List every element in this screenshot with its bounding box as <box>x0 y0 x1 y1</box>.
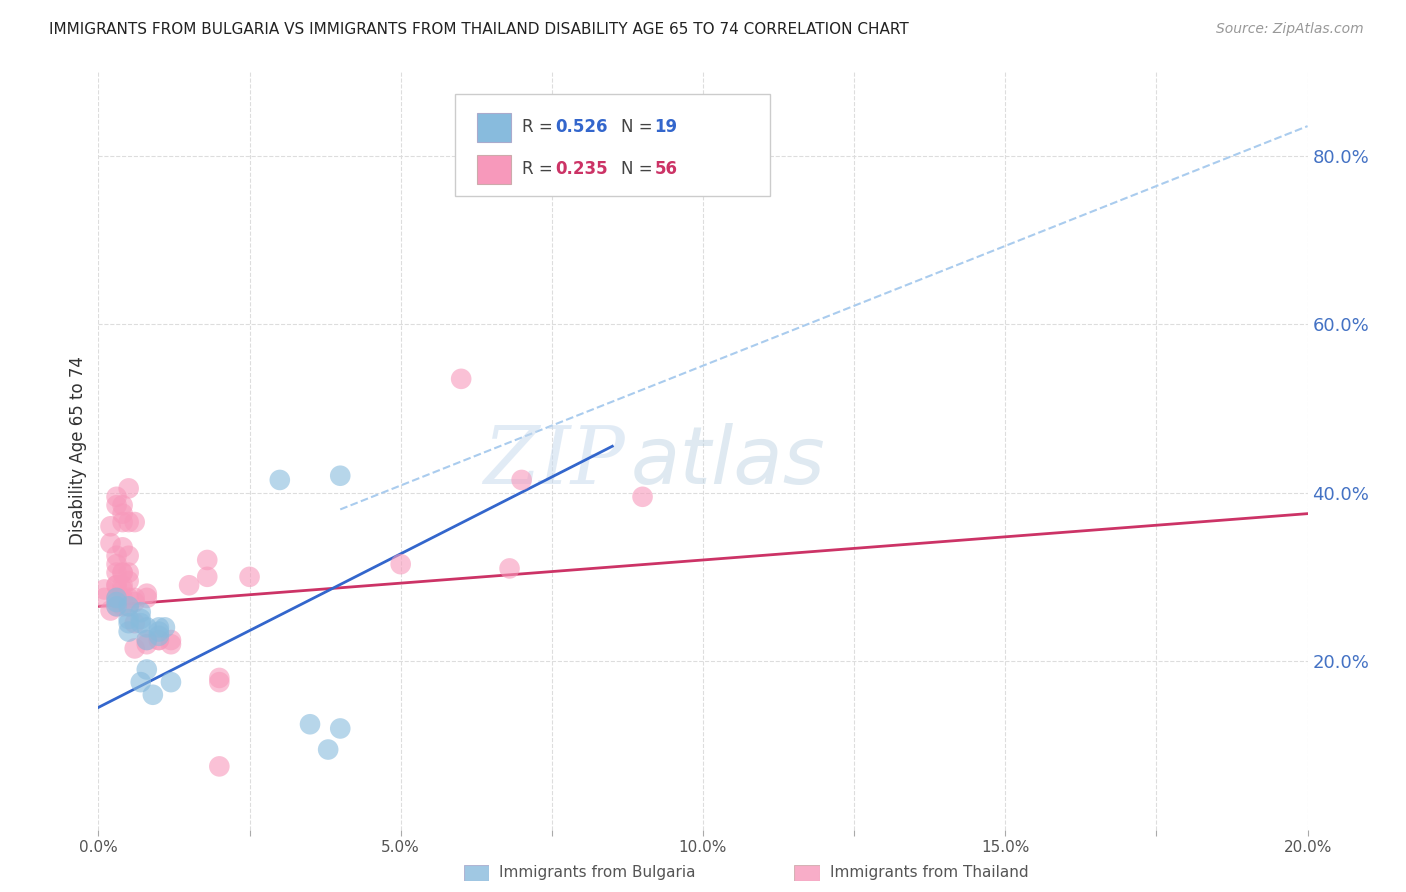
Text: R =: R = <box>522 161 558 178</box>
Point <box>124 595 146 609</box>
Y-axis label: Disability Age 65 to 74: Disability Age 65 to 74 <box>69 356 87 545</box>
Point <box>299 717 322 731</box>
Text: N =: N = <box>621 161 658 178</box>
Text: ZIP: ZIP <box>482 423 624 500</box>
Point <box>105 498 128 512</box>
Point <box>135 663 157 677</box>
Point <box>208 759 231 773</box>
Point <box>160 633 183 648</box>
Point <box>631 490 654 504</box>
Point <box>111 515 134 529</box>
FancyBboxPatch shape <box>456 95 769 196</box>
Text: 56: 56 <box>655 161 678 178</box>
Point <box>111 599 134 614</box>
Point <box>316 742 339 756</box>
Point <box>111 591 134 605</box>
Point <box>118 482 141 496</box>
Point <box>105 557 128 572</box>
Point <box>179 578 201 592</box>
Point <box>135 620 157 634</box>
Point <box>118 612 141 626</box>
Point <box>124 515 146 529</box>
Point <box>118 624 141 639</box>
Point <box>129 616 152 631</box>
Point <box>239 570 262 584</box>
Point <box>195 553 218 567</box>
Text: N =: N = <box>621 119 658 136</box>
Point <box>111 582 134 597</box>
Text: 19: 19 <box>655 119 678 136</box>
Point <box>124 591 146 605</box>
Point <box>111 566 134 580</box>
Text: IMMIGRANTS FROM BULGARIA VS IMMIGRANTS FROM THAILAND DISABILITY AGE 65 TO 74 COR: IMMIGRANTS FROM BULGARIA VS IMMIGRANTS F… <box>49 22 908 37</box>
Point <box>124 641 146 656</box>
Point <box>135 587 157 601</box>
Point <box>160 637 183 651</box>
Point <box>118 574 141 588</box>
Point <box>148 633 170 648</box>
Point <box>329 468 352 483</box>
Point <box>208 675 231 690</box>
Point <box>153 620 176 634</box>
Point <box>160 675 183 690</box>
Point <box>129 605 152 619</box>
Point <box>195 570 218 584</box>
Text: Source: ZipAtlas.com: Source: ZipAtlas.com <box>1216 22 1364 37</box>
Point <box>105 578 128 592</box>
Text: 0.235: 0.235 <box>555 161 609 178</box>
Point <box>148 624 170 639</box>
Point <box>129 675 152 690</box>
Text: 0.526: 0.526 <box>555 119 607 136</box>
Point <box>148 629 170 643</box>
Text: R =: R = <box>522 119 558 136</box>
FancyBboxPatch shape <box>477 155 510 184</box>
Point <box>135 637 157 651</box>
Point <box>105 578 128 592</box>
Point <box>105 599 128 614</box>
Point <box>100 603 122 617</box>
Text: atlas: atlas <box>630 423 825 500</box>
Point <box>118 549 141 563</box>
Point <box>100 536 122 550</box>
Point <box>118 515 141 529</box>
Point <box>498 561 520 575</box>
Point <box>105 549 128 563</box>
Point <box>148 633 170 648</box>
Point <box>105 566 128 580</box>
Point <box>389 557 412 572</box>
Text: Immigrants from Bulgaria: Immigrants from Bulgaria <box>499 865 696 880</box>
Point <box>208 671 231 685</box>
Point <box>118 616 141 631</box>
Point <box>142 688 165 702</box>
Point <box>118 591 141 605</box>
Point <box>118 566 141 580</box>
Point <box>510 473 533 487</box>
Point <box>148 620 170 634</box>
Point <box>105 599 128 614</box>
Point <box>118 599 141 614</box>
Point <box>105 591 128 605</box>
Point <box>93 582 115 597</box>
Point <box>129 612 152 626</box>
Point <box>269 473 291 487</box>
Point <box>111 578 134 592</box>
FancyBboxPatch shape <box>477 113 510 142</box>
Text: Immigrants from Thailand: Immigrants from Thailand <box>830 865 1028 880</box>
Point <box>329 722 352 736</box>
Point <box>111 541 134 555</box>
Point <box>105 595 128 609</box>
Point <box>93 591 115 605</box>
Point <box>100 519 122 533</box>
Point <box>105 490 128 504</box>
Point <box>111 507 134 521</box>
Point <box>111 566 134 580</box>
Point <box>118 599 141 614</box>
Point <box>135 591 157 605</box>
Point <box>450 372 472 386</box>
Point <box>124 616 146 631</box>
Point <box>105 591 128 605</box>
Point <box>111 498 134 512</box>
Point <box>135 633 157 648</box>
Point <box>135 633 157 648</box>
